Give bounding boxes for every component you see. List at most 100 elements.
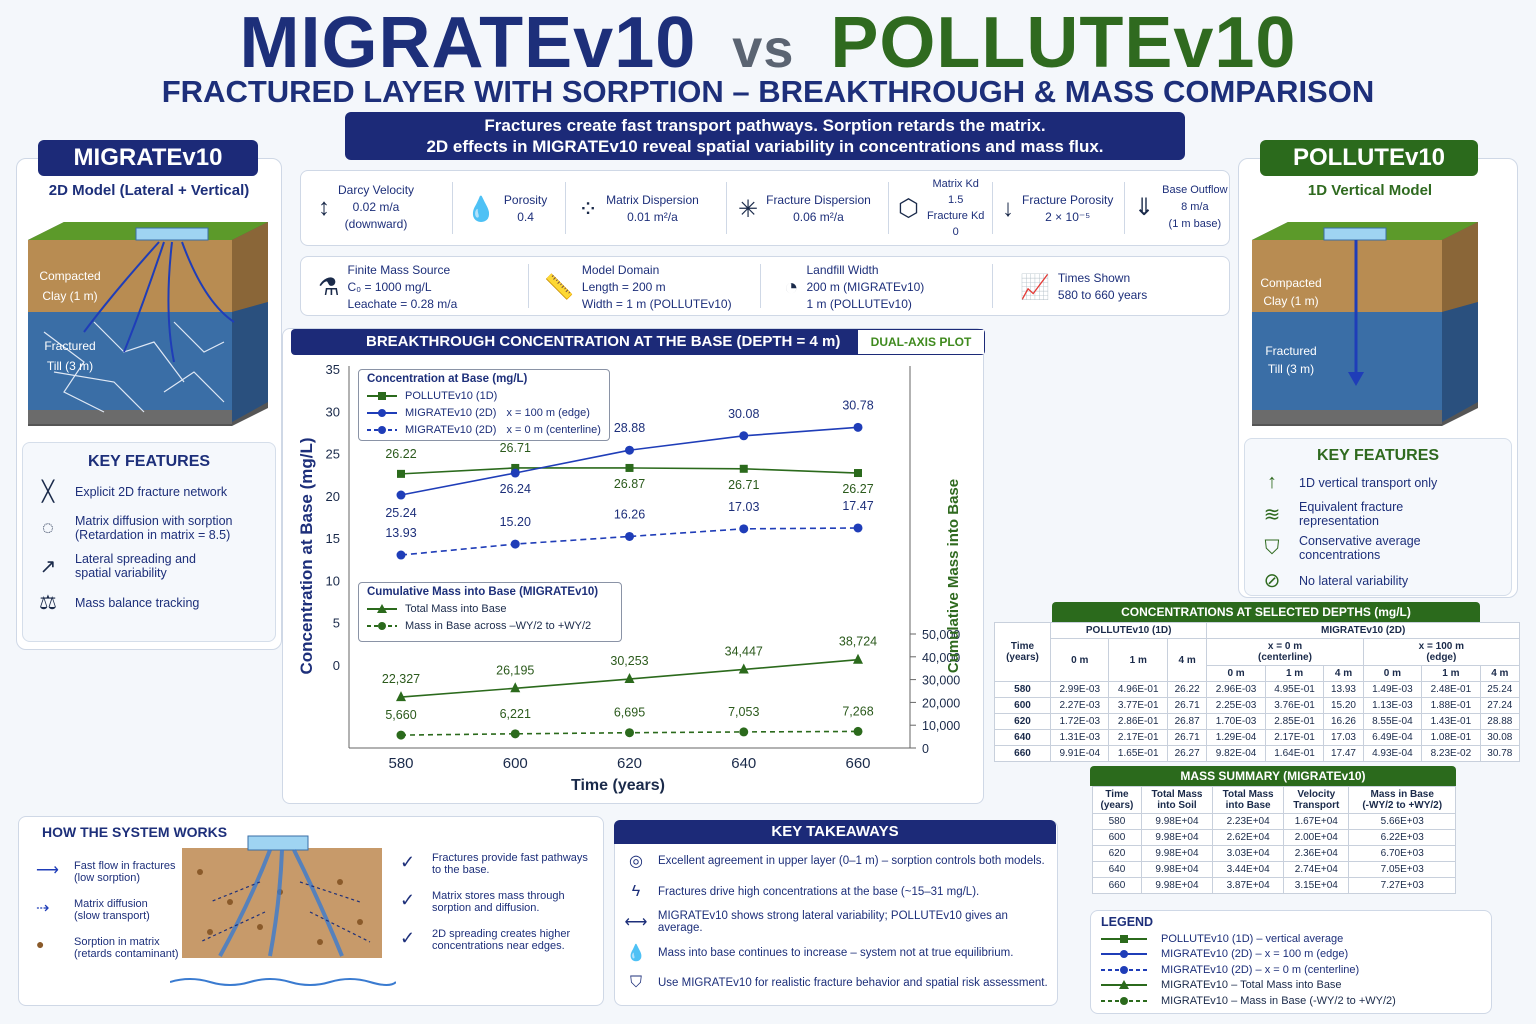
- y2-tick-label: 10,000: [922, 719, 960, 733]
- param-darcy: ↕ Darcy Velocity 0.02 m/a (downward): [318, 182, 414, 233]
- data-label: 28.88: [614, 421, 645, 435]
- legend-panel: LEGEND POLLUTEv10 (1D) – vertical averag…: [1090, 910, 1492, 1014]
- mass-table-row: 620 9.98E+04 3.03E+04 2.36E+04 6.70E+03: [1092, 845, 1456, 862]
- conc-cell: 1.43E-01: [1421, 713, 1481, 730]
- legend1-edge-suffix: x = 100 m (edge): [506, 406, 590, 419]
- data-label: 15.20: [500, 515, 531, 529]
- kd-icon: ⬡: [898, 194, 919, 222]
- mass-th: Velocity Transport: [1283, 786, 1350, 814]
- conc-cell: 1.72E-03: [1049, 713, 1110, 730]
- title-migrate: MIGRATEv10: [239, 3, 697, 83]
- data-label: 17.47: [842, 499, 873, 513]
- mass-table-row: 660 9.98E+04 3.87E+04 3.15E+04 7.27E+03: [1092, 877, 1456, 894]
- param-darcy-label: Darcy Velocity: [338, 183, 415, 197]
- conc-table-row: 620 1.72E-03 2.86E-01 26.87 1.70E-03 2.85E-01…: [994, 713, 1521, 730]
- data-label: 30,253: [610, 654, 648, 668]
- mass-table-wrap: Time (years) Total Mass into Soil Total Mass…: [1092, 786, 1456, 894]
- mass-cell: 2.36E+04: [1283, 845, 1350, 862]
- conc-table-row: 600 2.27E-03 3.77E-01 26.71 2.25E-03 3.76E-01…: [994, 697, 1521, 714]
- down-angle-arrow-icon: ↓: [1002, 195, 1014, 222]
- conc-table-row: 660 9.91E-04 1.65E-01 26.27 9.82E-04 1.64E-01…: [994, 745, 1521, 762]
- parameters-row-1: [300, 170, 1230, 246]
- param-darcy-note: (downward): [344, 217, 408, 231]
- conc-th-c0: 0 m: [1206, 665, 1266, 682]
- y-axis-label: Concentration at Base (mg/L): [297, 437, 316, 674]
- how-item-1-l2: (low sorption): [74, 872, 141, 884]
- legend1-edge: MIGRATEv10 (2D) x = 100 m (edge): [367, 404, 601, 421]
- param-base-outflow-label: Base Outflow: [1162, 184, 1228, 196]
- conc-cell: 15.20: [1323, 697, 1364, 714]
- pollute-feature-3-label: Conservative average: [1299, 534, 1421, 548]
- legend2-total-label: Total Mass into Base: [405, 602, 507, 615]
- conc-cell: 2.96E-03: [1206, 681, 1266, 698]
- data-label: 30.08: [728, 407, 759, 421]
- conc-cell: 25.24: [1479, 681, 1521, 698]
- param-domain-length: Length = 200 m: [581, 280, 666, 294]
- data-point: [739, 464, 748, 473]
- migrate-feature-1: ╳ Explicit 2D fracture network: [33, 479, 265, 504]
- data-point: [625, 728, 634, 738]
- mass-cell: 2.00E+04: [1283, 829, 1350, 846]
- mass-th: Time (years): [1092, 786, 1142, 814]
- droplet-icon: 💧: [466, 195, 496, 223]
- conc-cell: 1.65E-01: [1108, 745, 1168, 762]
- conc-cell: 1.08E-01: [1421, 729, 1481, 746]
- mass-cell: 5.66E+03: [1348, 813, 1456, 830]
- param-domain-label: Model Domain: [581, 263, 660, 277]
- migrate-feature-2: ◌ Matrix diffusion with sorption (Retardat…: [33, 514, 265, 542]
- conc-cell: 600: [994, 697, 1051, 714]
- conc-cell: 9.91E-04: [1049, 745, 1110, 762]
- conc-th-time: Time (years): [994, 622, 1051, 682]
- takeaways-panel: [614, 820, 1058, 1006]
- how-item-3-l2: (retards contaminant): [74, 948, 179, 960]
- pollute-key-features: KEY FEATURES ↑ 1D vertical transport only…: [1244, 438, 1512, 596]
- pollute-feature-3: ⛉ Conservative average concentrations: [1257, 534, 1499, 562]
- pollute-layer-till-thick: Till (3 m): [1267, 362, 1315, 376]
- migrate-soil-block: [28, 222, 268, 426]
- balance-scale-icon: ⚖: [39, 592, 57, 614]
- data-point: [739, 431, 749, 441]
- takeaway-3: ⟷ MIGRATEv10 shows strong lateral variabi…: [622, 907, 1054, 938]
- conc-cell: 2.99E-03: [1049, 681, 1110, 698]
- summary-banner: Fractures create fast transport pathways…: [345, 112, 1185, 160]
- conc-cell: 26.22: [1166, 681, 1208, 698]
- mass-th-l1: Mass in Base: [1370, 789, 1434, 800]
- legend1-centerline-label: MIGRATEv10 (2D): [405, 423, 497, 436]
- legend-item-edge-label: MIGRATEv10 (2D) – x = 100 m (edge): [1161, 948, 1349, 961]
- migrate-feature-3-label: Lateral spreading and: [75, 552, 196, 566]
- chart-legend-concentration: Concentration at Base (mg/L) POLLUTEv10 …: [358, 369, 610, 441]
- conc-th-p0: 0 m: [1049, 638, 1110, 682]
- trend-chart-icon: 📈: [1020, 273, 1050, 301]
- x-tick-label: 580: [388, 755, 413, 772]
- x-axis-label: Time (years): [571, 777, 665, 794]
- param-times: 📈 Times Shown 580 to 660 years: [1020, 270, 1147, 304]
- how-check-2: ✓ Matrix stores mass through sorption and …: [400, 890, 600, 914]
- param-source: ⚗ Finite Mass Source C₀ = 1000 mg/L Leachat…: [318, 262, 457, 313]
- mass-cell: 7.27E+03: [1348, 877, 1456, 894]
- data-label: 26.87: [614, 477, 645, 491]
- pollute-model-type: 1D Vertical Model: [1307, 182, 1433, 199]
- mass-table-row: 580 9.98E+04 2.23E+04 1.67E+04 5.66E+03: [1092, 813, 1456, 830]
- takeaway-2-text: Fractures drive high concentrations at t…: [658, 885, 980, 898]
- conc-cell: 30.78: [1479, 745, 1521, 762]
- legend2-title: Cumulative Mass into Base (MIGRATEv10): [367, 586, 599, 598]
- how-check-1-l1: Fractures provide fast pathways: [432, 852, 588, 864]
- conc-th-c1: 1 m: [1264, 665, 1325, 682]
- y2-tick-label: 40,000: [922, 651, 960, 665]
- takeaway-3-text: MIGRATEv10 shows strong lateral variabil…: [657, 910, 1008, 935]
- legend1-centerline-suffix: x = 0 m (centerline): [506, 423, 601, 436]
- shield-check-icon: ⛉: [1264, 536, 1280, 559]
- x-tick-label: 640: [731, 755, 756, 772]
- conc-cell: 8.23E-02: [1421, 745, 1481, 762]
- takeaways-title: KEY TAKEAWAYS: [614, 820, 1056, 844]
- param-porosity: 💧 Porosity 0.4: [466, 192, 547, 226]
- subtitle: FRACTURED LAYER WITH SORPTION – BREAKTHR…: [161, 74, 1375, 109]
- pollute-layer-clay-name: Compacted: [1260, 276, 1322, 290]
- data-point: [511, 463, 520, 472]
- conc-cell: 2.17E-01: [1108, 729, 1168, 746]
- conc-th-x100-l2: (edge): [1426, 652, 1457, 663]
- pollute-header: POLLUTEv10: [1260, 140, 1478, 176]
- target-icon: ◎: [629, 853, 643, 871]
- conc-cell: 9.82E-04: [1206, 745, 1266, 762]
- conc-cell: 8.55E-04: [1362, 713, 1423, 730]
